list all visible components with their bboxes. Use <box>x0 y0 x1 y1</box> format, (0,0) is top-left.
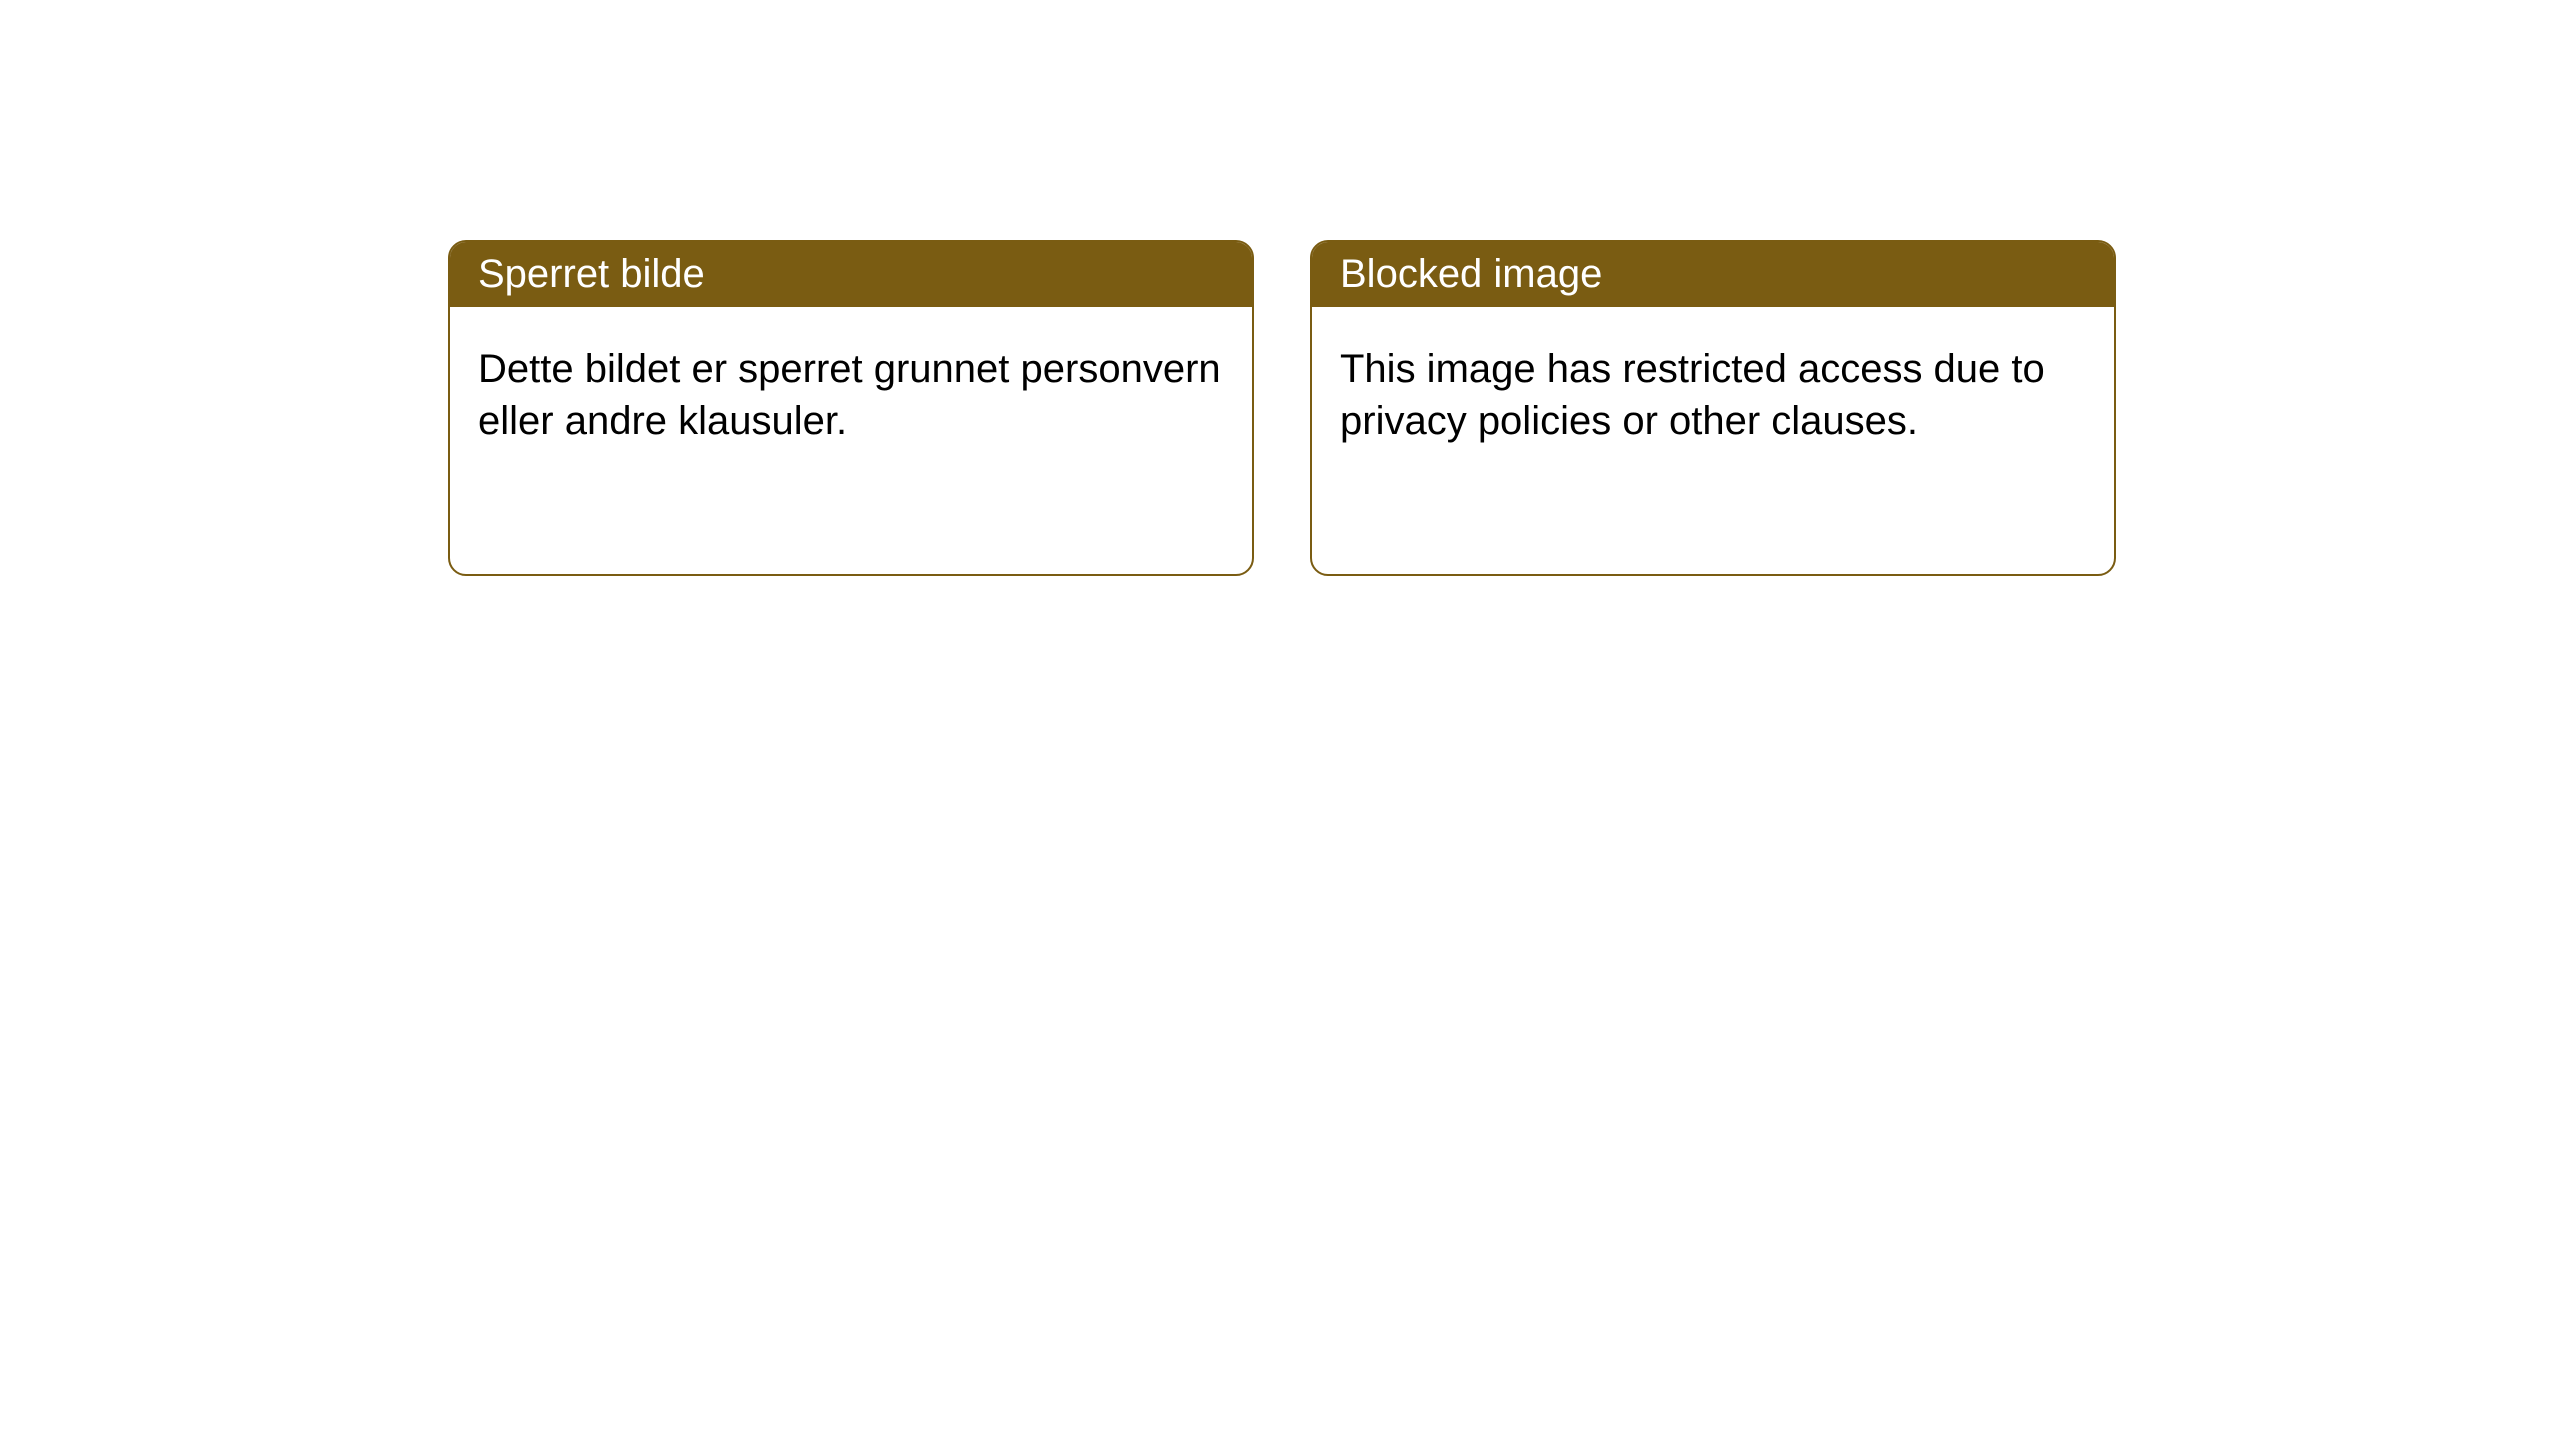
notice-body: This image has restricted access due to … <box>1312 307 2114 483</box>
notice-header: Blocked image <box>1312 242 2114 307</box>
notice-body: Dette bildet er sperret grunnet personve… <box>450 307 1252 483</box>
notice-container: Sperret bilde Dette bildet er sperret gr… <box>0 0 2560 576</box>
notice-card-english: Blocked image This image has restricted … <box>1310 240 2116 576</box>
notice-card-norwegian: Sperret bilde Dette bildet er sperret gr… <box>448 240 1254 576</box>
notice-header: Sperret bilde <box>450 242 1252 307</box>
